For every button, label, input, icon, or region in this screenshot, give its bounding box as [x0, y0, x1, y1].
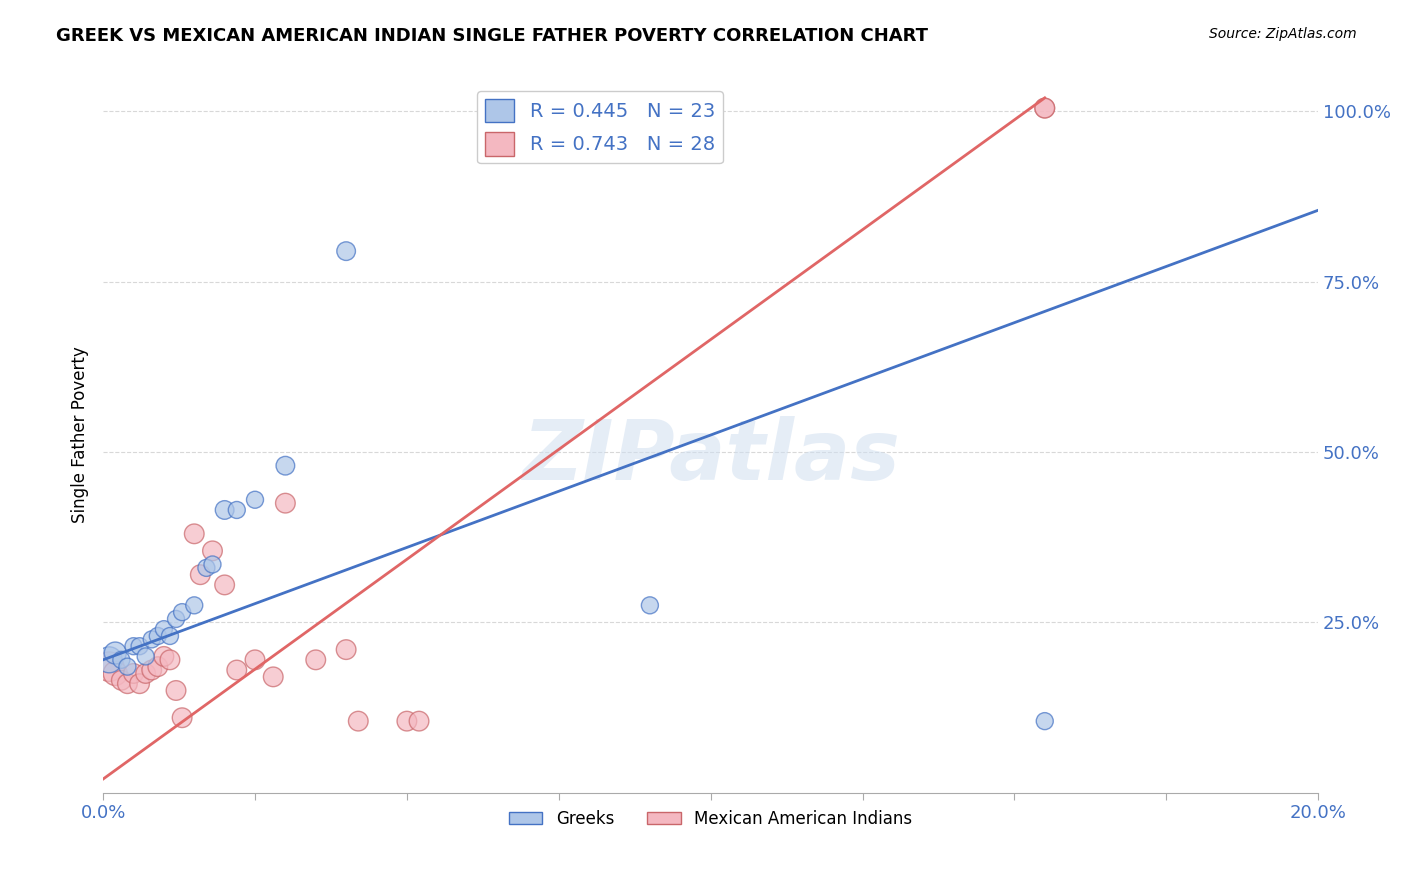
Point: [262, 670, 284, 684]
Point: [274, 496, 297, 510]
Point: [305, 653, 328, 667]
Point: [172, 711, 194, 725]
Text: Source: ZipAtlas.com: Source: ZipAtlas.com: [1209, 27, 1357, 41]
Point: [110, 653, 132, 667]
Point: [128, 676, 150, 690]
Point: [195, 561, 218, 575]
Point: [165, 683, 187, 698]
Point: [117, 676, 139, 690]
Point: [165, 612, 187, 626]
Text: GREEK VS MEXICAN AMERICAN INDIAN SINGLE FATHER POVERTY CORRELATION CHART: GREEK VS MEXICAN AMERICAN INDIAN SINGLE …: [56, 27, 928, 45]
Point: [335, 642, 357, 657]
Point: [214, 503, 236, 517]
Point: [153, 649, 176, 664]
Point: [347, 714, 370, 728]
Point: [1033, 101, 1056, 115]
Point: [408, 714, 430, 728]
Point: [243, 492, 266, 507]
Y-axis label: Single Father Poverty: Single Father Poverty: [72, 347, 89, 524]
Point: [225, 503, 247, 517]
Point: [201, 544, 224, 558]
Point: [214, 578, 236, 592]
Point: [1033, 714, 1056, 728]
Point: [146, 659, 169, 673]
Point: [98, 653, 121, 667]
Point: [395, 714, 418, 728]
Point: [135, 666, 157, 681]
Point: [141, 632, 163, 647]
Point: [128, 639, 150, 653]
Point: [104, 646, 127, 660]
Point: [146, 629, 169, 643]
Point: [141, 663, 163, 677]
Point: [188, 567, 211, 582]
Point: [638, 599, 661, 613]
Legend: Greeks, Mexican American Indians: Greeks, Mexican American Indians: [502, 803, 920, 834]
Point: [135, 649, 157, 664]
Point: [1033, 101, 1056, 115]
Point: [159, 629, 181, 643]
Point: [172, 605, 194, 619]
Point: [117, 659, 139, 673]
Point: [110, 673, 132, 688]
Point: [183, 599, 205, 613]
Point: [183, 526, 205, 541]
Point: [274, 458, 297, 473]
Point: [335, 244, 357, 259]
Point: [201, 558, 224, 572]
Point: [122, 666, 145, 681]
Text: ZIPatlas: ZIPatlas: [522, 416, 900, 497]
Point: [225, 663, 247, 677]
Point: [243, 653, 266, 667]
Point: [98, 659, 121, 673]
Point: [159, 653, 181, 667]
Point: [153, 622, 176, 636]
Point: [122, 639, 145, 653]
Point: [104, 666, 127, 681]
